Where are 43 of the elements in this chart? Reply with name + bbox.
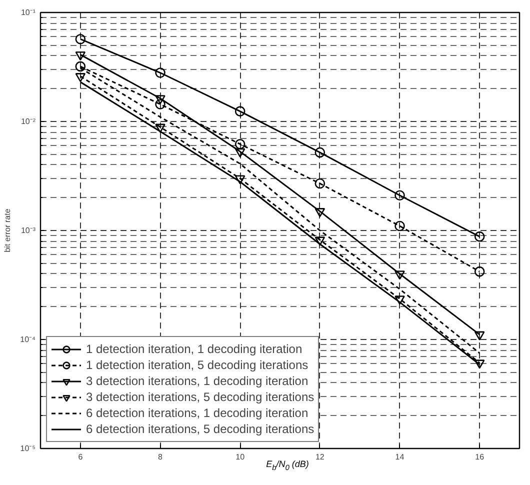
legend-label: 3 detection iterations, 1 decoding iteration bbox=[86, 373, 308, 389]
point bbox=[234, 106, 246, 116]
point bbox=[314, 178, 326, 189]
point bbox=[155, 124, 166, 133]
point bbox=[75, 61, 86, 72]
point bbox=[394, 190, 405, 201]
y-axis-title: bit error rate bbox=[3, 208, 12, 252]
x-tick-label: 14 bbox=[395, 452, 405, 462]
legend-label: 6 detection iterations, 1 decoding iteration bbox=[86, 405, 308, 421]
y-tick-label: 10⁻³ bbox=[20, 226, 36, 235]
legend-label: 1 detection iteration, 1 decoding iteration bbox=[86, 341, 302, 357]
point bbox=[75, 51, 86, 61]
legend-label: 1 detection iteration, 5 decoding iterations bbox=[86, 357, 308, 373]
point bbox=[234, 148, 246, 158]
point bbox=[155, 95, 166, 104]
y-tick-label: 10⁻¹ bbox=[20, 8, 36, 17]
y-tick-label: 10⁻⁴ bbox=[20, 335, 36, 344]
point bbox=[474, 331, 485, 340]
point bbox=[314, 236, 326, 246]
point bbox=[314, 147, 326, 158]
point bbox=[155, 99, 166, 110]
point bbox=[394, 270, 405, 280]
point bbox=[474, 360, 485, 369]
point bbox=[314, 208, 326, 218]
x-tick-label: 6 bbox=[78, 452, 84, 462]
point bbox=[394, 296, 405, 305]
point bbox=[234, 138, 246, 150]
x-tick-label: 8 bbox=[158, 452, 164, 462]
legend-label: 3 detection iterations, 5 decoding iterations bbox=[86, 389, 314, 405]
x-tick-label: 12 bbox=[315, 452, 325, 462]
point bbox=[75, 34, 86, 44]
y-tick-label: 10⁻² bbox=[20, 117, 36, 126]
x-tick-label: 16 bbox=[475, 452, 485, 462]
y-tick-label: 10⁻⁵ bbox=[20, 444, 36, 453]
point bbox=[155, 68, 166, 78]
point bbox=[474, 266, 485, 277]
point bbox=[75, 73, 86, 82]
point bbox=[394, 220, 405, 232]
legend-label: 6 detection iterations, 5 decoding iterations bbox=[86, 421, 314, 437]
x-tick-label: 10 bbox=[236, 452, 246, 462]
point bbox=[474, 231, 485, 242]
x-axis-title: E$_{b}$/N$_{0}$ (dB) bbox=[266, 458, 309, 474]
point bbox=[234, 175, 246, 184]
